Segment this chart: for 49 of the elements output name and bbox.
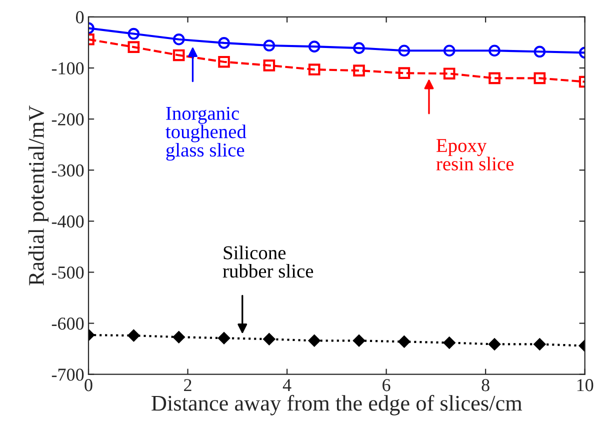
y-tick-label: -500 — [52, 266, 84, 279]
point — [172, 331, 185, 344]
point — [443, 68, 456, 80]
point — [128, 28, 140, 40]
point — [353, 64, 365, 76]
point — [534, 72, 546, 84]
x-tick-label: 0 — [84, 379, 92, 392]
x-tick-label: 4 — [282, 379, 292, 392]
y-tick-label: -400 — [52, 215, 84, 228]
point — [398, 67, 410, 79]
y-tick-label: -600 — [52, 318, 84, 330]
y-tick-label: -700 — [52, 368, 84, 381]
point — [172, 33, 185, 46]
point — [353, 334, 365, 347]
annotation: Silicone rubber slice — [222, 246, 314, 278]
x-tick-label: 10 — [577, 379, 594, 392]
point — [263, 333, 276, 346]
x-tick-label: 6 — [382, 379, 390, 392]
point — [218, 332, 230, 344]
point — [308, 40, 320, 52]
point — [534, 46, 546, 58]
annotation: Epoxy resin slice — [436, 139, 514, 170]
point — [308, 64, 320, 76]
point — [263, 60, 276, 72]
x-tick-label: 8 — [482, 379, 490, 392]
point — [218, 37, 230, 49]
point — [398, 44, 410, 57]
y-axis-title: Radial potential/mV — [28, 105, 48, 286]
y-tick-label: -200 — [52, 113, 84, 126]
x-tick-label: 2 — [184, 379, 192, 392]
point — [128, 41, 140, 53]
point — [218, 56, 230, 68]
point — [488, 44, 500, 57]
annotation: Inorganic toughened glass slice — [166, 106, 246, 161]
point — [443, 336, 456, 349]
point — [443, 44, 456, 57]
point — [308, 334, 320, 347]
y-tick-label: -300 — [52, 164, 84, 177]
y-tick-label: -100 — [52, 62, 84, 74]
point — [172, 49, 185, 62]
point — [263, 40, 276, 52]
point — [488, 72, 500, 84]
point — [128, 330, 140, 342]
point — [398, 336, 410, 348]
point — [353, 42, 365, 54]
y-tick-label: 0 — [76, 11, 84, 24]
x-axis-title: Distance away from the edge of slices/cm — [152, 394, 522, 416]
point — [534, 338, 546, 350]
point — [488, 338, 500, 350]
